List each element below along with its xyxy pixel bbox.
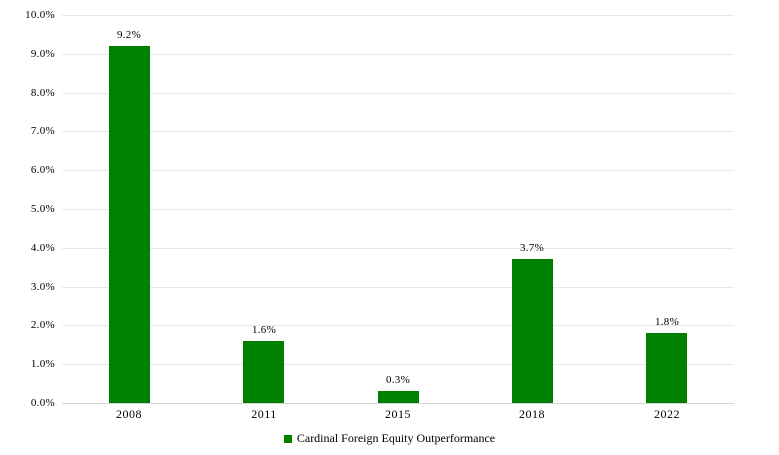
bar-value-label: 1.8%	[654, 316, 680, 328]
gridline	[62, 131, 734, 132]
y-axis-tick-label: 8.0%	[30, 87, 55, 99]
gridline	[62, 170, 734, 171]
bar-value-label: 9.2%	[116, 29, 142, 41]
bar-2022	[646, 333, 687, 403]
y-axis-tick-label: 2.0%	[30, 319, 55, 331]
bar-value-label: 1.6%	[251, 324, 277, 336]
x-axis-tick-label: 2018	[519, 407, 545, 421]
x-axis-tick-label: 2011	[251, 407, 277, 421]
bar-2018	[512, 259, 553, 403]
y-axis-tick-label: 7.0%	[30, 125, 55, 137]
y-axis-tick-label: 9.0%	[30, 48, 55, 60]
y-axis-tick-label: 5.0%	[30, 203, 55, 215]
gridline	[62, 93, 734, 94]
gridline	[62, 364, 734, 365]
x-axis-line	[62, 403, 734, 404]
bar-value-label: 0.3%	[385, 374, 411, 386]
legend-swatch-icon	[283, 434, 292, 443]
gridline	[62, 248, 734, 249]
bar-2011	[243, 341, 284, 403]
gridline	[62, 287, 734, 288]
x-axis-tick-label: 2008	[116, 407, 142, 421]
gridline	[62, 54, 734, 55]
y-axis-tick-label: 6.0%	[30, 164, 55, 176]
legend-label: Cardinal Foreign Equity Outperformance	[296, 431, 496, 445]
bar-value-label: 3.7%	[519, 242, 545, 254]
y-axis-tick-label: 0.0%	[30, 397, 55, 409]
y-axis-tick-label: 4.0%	[30, 242, 55, 254]
bar-2008	[109, 46, 150, 403]
x-axis-tick-label: 2022	[654, 407, 680, 421]
gridline	[62, 325, 734, 326]
y-axis-tick-label: 1.0%	[30, 358, 55, 370]
y-axis-tick-label: 10.0%	[25, 9, 55, 21]
bar-2015	[378, 391, 419, 403]
x-axis-tick-label: 2015	[385, 407, 411, 421]
y-axis-tick-label: 3.0%	[30, 281, 55, 293]
gridline	[62, 209, 734, 210]
gridline	[62, 15, 734, 16]
chart-legend: Cardinal Foreign Equity Outperformance	[0, 431, 779, 446]
